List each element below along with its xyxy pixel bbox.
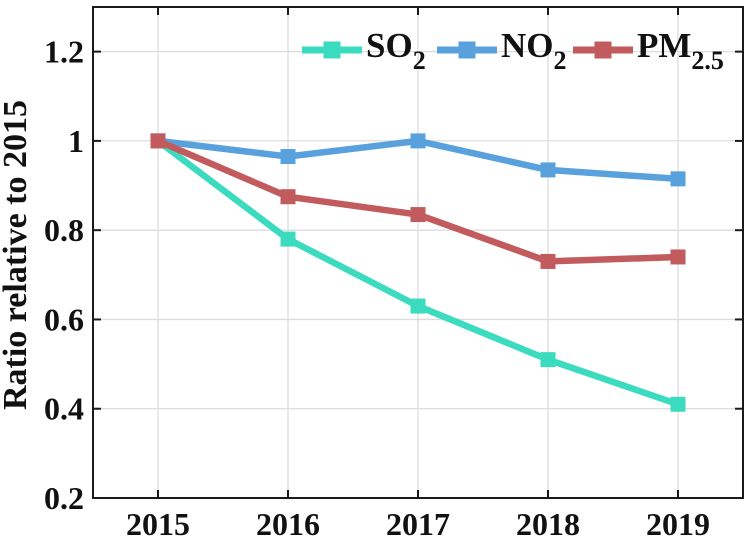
legend: SO2 NO2 PM2.5 [302, 26, 724, 75]
data-point-marker-no2 [540, 162, 556, 178]
axis-ticks [93, 7, 743, 499]
legend-label-no2: NO2 [501, 26, 567, 75]
x-tick-label: 2016 [256, 506, 320, 542]
legend-marker-so2 [323, 41, 341, 59]
data-point-marker-so2 [670, 396, 686, 412]
data-point-marker-pm25 [670, 249, 686, 265]
y-tick-label: 0.6 [44, 301, 84, 337]
data-point-marker-pm25 [280, 189, 296, 205]
x-tick-label: 2018 [516, 506, 580, 542]
data-point-marker-so2 [280, 231, 296, 247]
y-tick-label: 0.2 [44, 480, 84, 516]
legend-label-so2: SO2 [366, 26, 426, 75]
legend-marker-pm25 [594, 41, 612, 59]
legend-label-pm25: PM2.5 [637, 26, 724, 75]
series-pm25 [150, 133, 686, 269]
legend-marker-no2 [458, 41, 476, 59]
y-tick-label: 1.2 [44, 34, 84, 70]
legend-item-so2: SO2 [302, 26, 426, 75]
x-tick-label: 2019 [646, 506, 710, 542]
data-point-marker-so2 [540, 352, 556, 368]
y-tick-label: 0.8 [44, 212, 84, 248]
data-point-marker-no2 [410, 133, 426, 149]
data-point-marker-so2 [410, 298, 426, 314]
data-point-marker-pm25 [410, 207, 426, 223]
y-tick-label: 1 [68, 123, 84, 159]
data-point-marker-pm25 [150, 133, 166, 149]
data-point-marker-pm25 [540, 253, 556, 269]
y-axis-label: Ratio relative to 2015 [0, 100, 34, 410]
y-tick-label: 0.4 [44, 391, 84, 427]
data-point-marker-no2 [670, 171, 686, 187]
x-tick-label: 2017 [386, 506, 450, 542]
legend-item-no2: NO2 [437, 26, 567, 75]
data-point-marker-no2 [280, 149, 296, 165]
x-tick-label: 2015 [126, 506, 190, 542]
tick-labels: 2015 2016 2017 2018 2019 0.2 0.4 0.6 0.8 1 1.2 [44, 34, 710, 542]
legend-item-pm25: PM2.5 [573, 26, 724, 75]
